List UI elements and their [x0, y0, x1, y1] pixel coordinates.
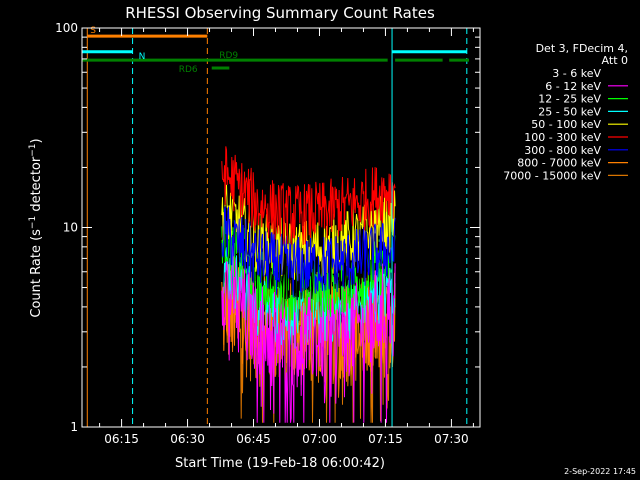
x-tick-label: 06:45 — [236, 432, 271, 446]
x-tick-label: 07:00 — [302, 432, 337, 446]
y-tick-label: 10 — [63, 221, 78, 235]
y-label-mid: detector — [29, 156, 44, 216]
flag-label-n: N — [139, 52, 146, 62]
x-tick-label: 06:15 — [104, 432, 139, 446]
y-tick-label: 100 — [55, 21, 78, 35]
legend-label: 6 - 12 keV — [545, 80, 601, 93]
legend-label: 50 - 100 keV — [531, 118, 601, 131]
y-label-main: Count Rate (s — [29, 229, 44, 318]
series-300-800-kev — [221, 206, 396, 298]
legend-header-1: Det 3, FDecim 4, — [536, 42, 628, 55]
series-12-25-kev — [221, 206, 396, 322]
legend-label: 12 - 25 keV — [538, 93, 601, 106]
legend-header-2: Att 0 — [602, 54, 628, 67]
legend-label: 7000 - 15000 keV — [503, 169, 601, 182]
flag-label-rd6: RD6 — [179, 65, 198, 75]
x-tick-label: 06:30 — [170, 432, 205, 446]
legend-label: 25 - 50 keV — [538, 105, 601, 118]
flag-layer: S N RD9 RD6 — [82, 26, 470, 427]
footer-date: 2-Sep-2022 17:45 — [564, 467, 636, 476]
legend-label: 100 - 300 keV — [524, 131, 601, 144]
flag-label-rd9: RD9 — [219, 51, 238, 61]
data-layer — [221, 146, 396, 423]
tick-layer: 06:15 06:30 06:45 07:00 07:15 07:30 1 10 100 — [55, 21, 480, 446]
x-axis-label: Start Time (19-Feb-18 06:00:42) — [175, 456, 385, 471]
x-tick-label: 07:15 — [368, 432, 403, 446]
series-6-12-kev — [221, 245, 396, 423]
legend-label: 800 - 7000 keV — [517, 157, 601, 170]
y-label-end: ) — [29, 138, 44, 143]
legend-label: 3 - 6 keV — [552, 67, 601, 80]
chart-title: RHESSI Observing Summary Count Rates — [125, 4, 435, 22]
y-label-sup1: −1 — [28, 216, 38, 229]
y-axis-label: Count Rate (s−1 detector−1) — [28, 138, 44, 317]
legend-label: 300 - 800 keV — [524, 144, 601, 157]
y-tick-label: 1 — [70, 420, 78, 434]
flag-label-s: S — [90, 26, 96, 36]
y-label-sup2: −1 — [28, 143, 38, 156]
series-100-300-kev — [221, 146, 396, 246]
x-tick-label: 07:30 — [434, 432, 469, 446]
